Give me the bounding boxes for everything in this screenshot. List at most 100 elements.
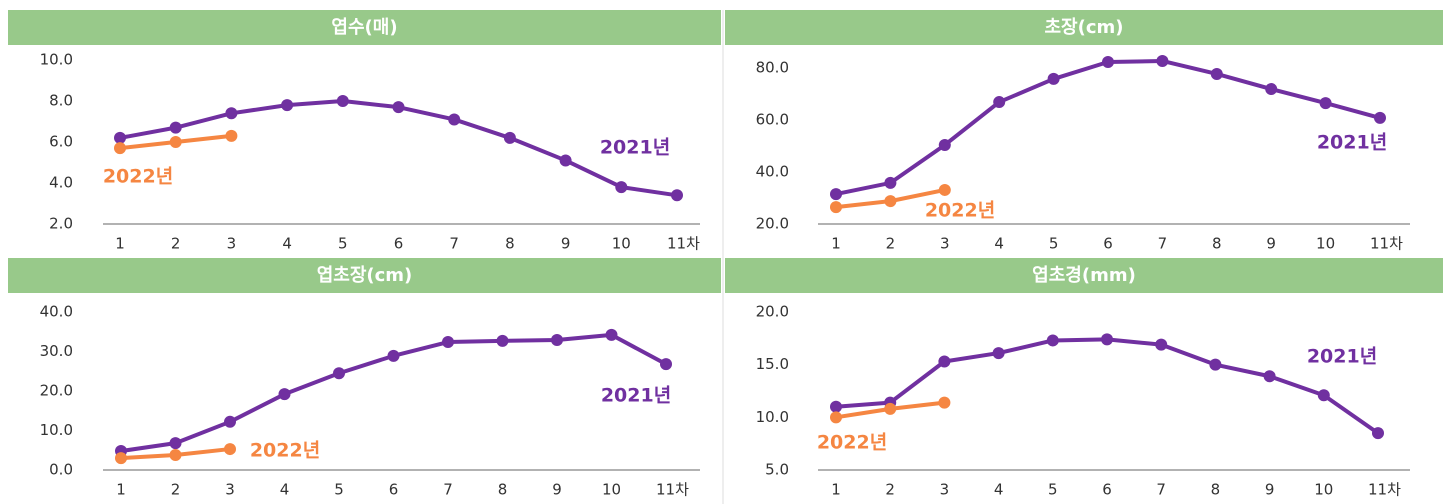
x-tick-label: 9: [552, 481, 562, 499]
point: [169, 448, 182, 461]
point: [615, 181, 628, 194]
point: [442, 336, 454, 349]
x-tick-label: 8: [498, 481, 508, 499]
point: [392, 101, 405, 114]
panel-title: 초장(cm): [1045, 17, 1124, 38]
x-tick-label: 7: [1158, 235, 1168, 253]
point: [938, 138, 951, 151]
x-tick-label: 10: [612, 235, 631, 253]
series-line: [119, 99, 678, 198]
x-tick-label: 8: [1211, 481, 1221, 499]
point: [1265, 83, 1278, 96]
point: [884, 176, 897, 189]
x-tick-label: 3: [225, 481, 235, 499]
y-tick-label: 80.0: [756, 59, 789, 77]
point: [1102, 56, 1114, 69]
point: [559, 154, 572, 167]
y-tick-label: 20.0: [756, 303, 789, 321]
x-tick-label: 3: [227, 235, 237, 253]
point: [1046, 334, 1059, 347]
point: [1263, 370, 1276, 383]
x-tick-label: 7: [1156, 481, 1166, 499]
point: [993, 96, 1006, 109]
y-tick-label: 15.0: [756, 355, 789, 373]
y-tick-label: 2.0: [49, 215, 73, 233]
x-tick-label: 3: [940, 235, 950, 253]
point: [830, 201, 842, 214]
x-tick-label: 2: [885, 481, 895, 499]
series-label: 2022년: [250, 440, 320, 462]
x-tick-label: 10: [1316, 235, 1335, 253]
panel-title: 엽수(매): [331, 17, 397, 38]
series-label: 2021년: [1307, 346, 1377, 368]
y-tick-label: 40.0: [756, 163, 789, 181]
x-tick-label: 3: [940, 481, 950, 499]
point: [671, 189, 683, 202]
x-tick-label: 1: [831, 481, 841, 499]
series-label: 2021년: [1317, 132, 1387, 154]
series-label: 2022년: [925, 200, 995, 222]
point: [336, 95, 349, 107]
point: [1047, 72, 1060, 85]
point: [884, 402, 897, 415]
point: [1317, 389, 1330, 402]
point: [169, 437, 182, 450]
series-label: 2022년: [103, 166, 173, 188]
point: [1101, 333, 1113, 346]
y-tick-label: 4.0: [49, 174, 73, 192]
point: [1374, 111, 1386, 124]
x-tick-label: 5: [334, 481, 344, 499]
y-tick-label: 8.0: [49, 92, 73, 110]
point: [169, 136, 182, 148]
x-tick-label: 2: [171, 235, 181, 253]
series-label: 2022년: [817, 432, 887, 454]
y-tick-label: 5.0: [765, 461, 789, 479]
point: [938, 396, 951, 409]
point: [830, 188, 842, 201]
x-tick-label: 1: [831, 235, 841, 253]
point: [605, 328, 618, 341]
series-label: 2021년: [600, 137, 670, 159]
point: [1155, 338, 1168, 351]
point: [225, 107, 238, 120]
point: [660, 358, 672, 371]
y-tick-label: 10.0: [40, 421, 73, 439]
panel-header: [725, 10, 1443, 45]
x-tick-label: 1: [116, 481, 126, 499]
x-tick-label: 9: [561, 235, 571, 253]
y-tick-label: 60.0: [756, 111, 789, 129]
point: [169, 121, 182, 134]
x-tick-label: 4: [994, 235, 1004, 253]
point: [1209, 358, 1222, 371]
x-tick-label: 2: [886, 235, 896, 253]
x-tick-label: 4: [994, 481, 1004, 499]
point: [387, 349, 400, 362]
series-label: 2021년: [601, 385, 671, 407]
point: [992, 347, 1005, 360]
point: [114, 142, 126, 155]
point: [938, 355, 951, 368]
point: [551, 334, 563, 347]
x-tick-label: 9: [1266, 235, 1276, 253]
point: [830, 411, 842, 424]
x-tick-label: 5: [338, 235, 348, 253]
x-tick-label: 11차: [656, 481, 689, 499]
panel-title: 엽초장(cm): [317, 265, 413, 286]
x-tick-label: 2: [171, 481, 181, 499]
y-tick-label: 6.0: [49, 133, 73, 151]
x-tick-label: 11차: [667, 235, 700, 253]
point: [225, 129, 238, 142]
x-tick-label: 6: [389, 481, 399, 499]
x-tick-label: 10: [602, 481, 621, 499]
panel-header: [8, 258, 721, 293]
y-tick-label: 20.0: [756, 215, 789, 233]
point: [1372, 427, 1384, 440]
x-tick-label: 8: [505, 235, 515, 253]
x-tick-label: 6: [1103, 235, 1113, 253]
point: [503, 131, 516, 144]
x-tick-label: 7: [443, 481, 453, 499]
x-tick-label: 5: [1049, 235, 1059, 253]
point: [278, 388, 291, 401]
point: [224, 415, 236, 428]
